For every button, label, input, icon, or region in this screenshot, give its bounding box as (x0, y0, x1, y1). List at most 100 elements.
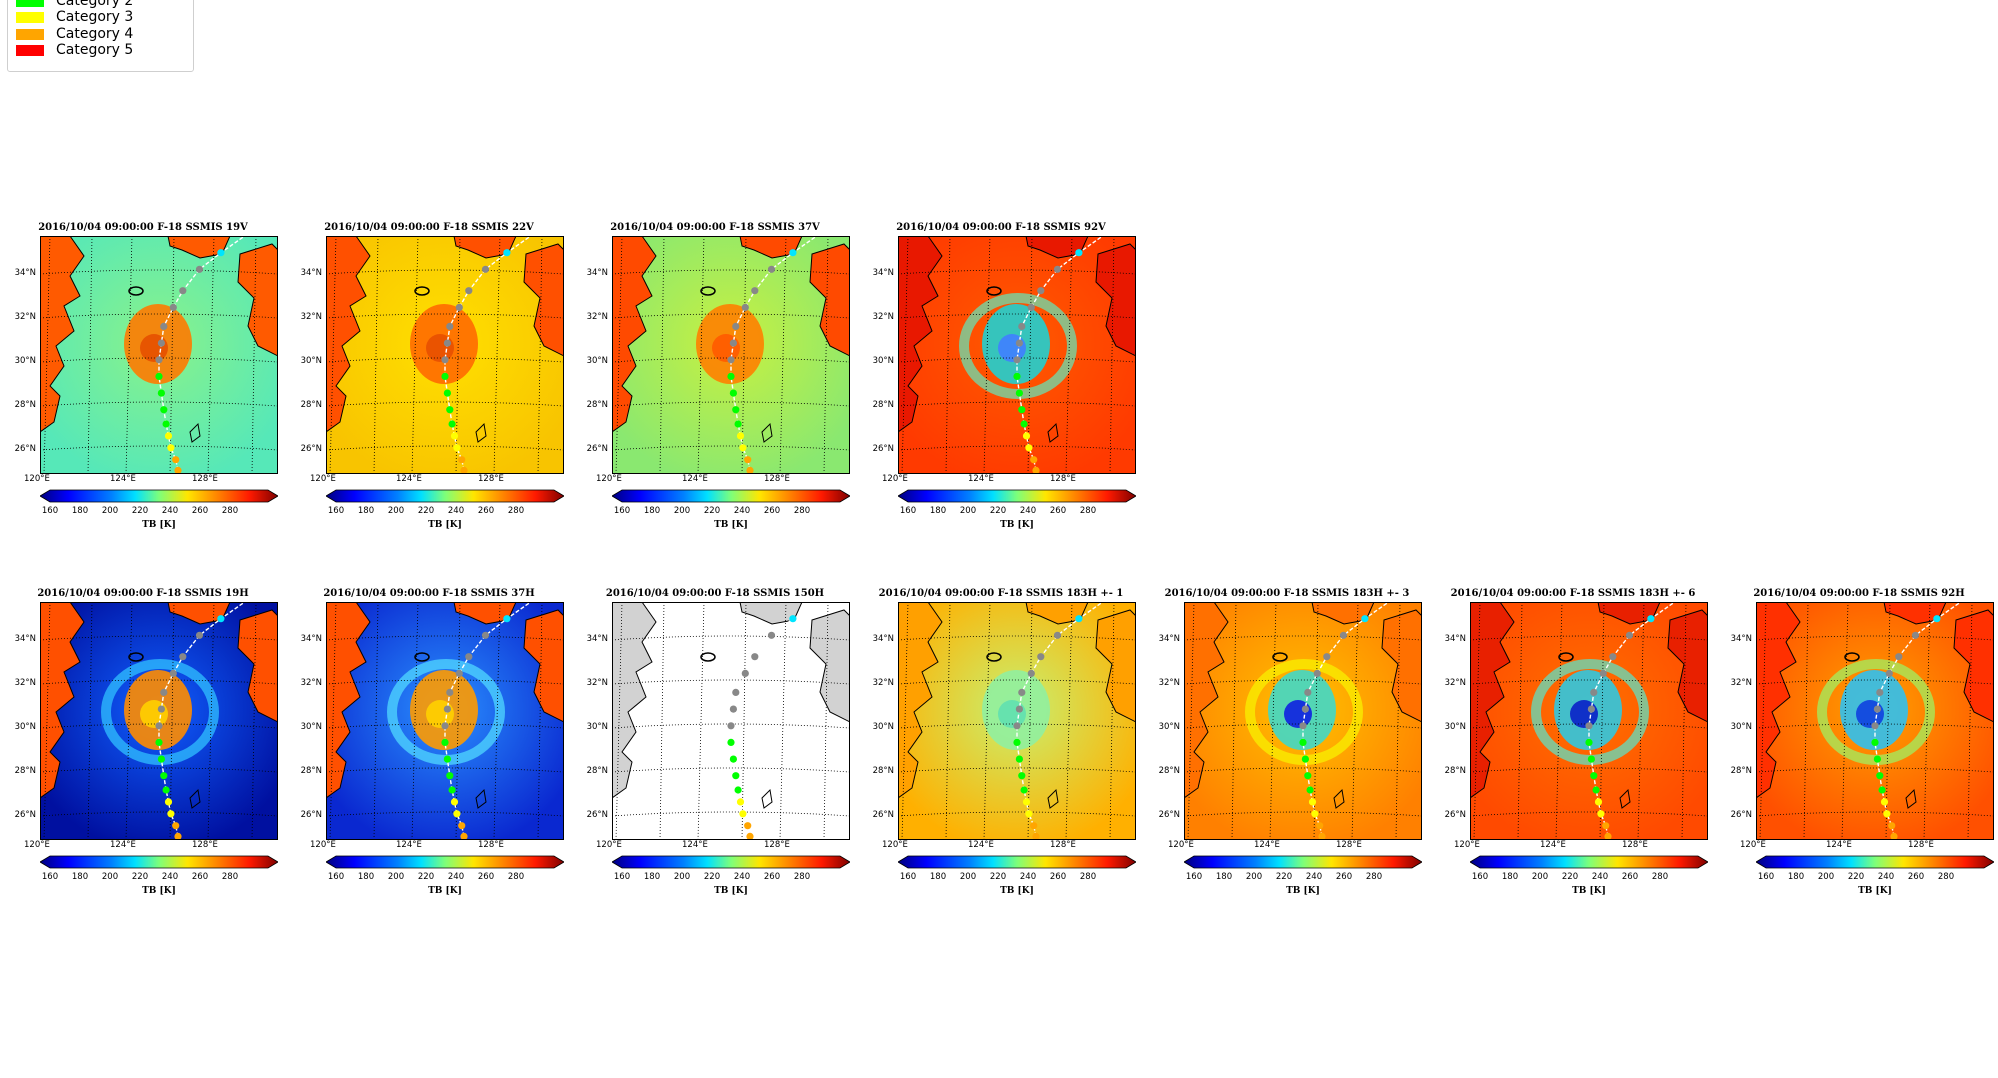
legend-label-category-2: Category 2 (56, 0, 134, 9)
track-point (736, 798, 745, 806)
track-point (453, 444, 461, 452)
map-panel: 2016/10/04 09:00:00 F-18 SSMIS 37V 34°N 32… (572, 222, 858, 542)
colorbar-tick-label: 220 (131, 872, 149, 882)
colorbar-tick-label: 180 (357, 872, 375, 882)
colorbar-tick-label: 180 (1787, 872, 1805, 882)
panel-title: 2016/10/04 09:00:00 F-18 SSMIS 22V (324, 222, 534, 233)
track-point (1933, 615, 1941, 623)
longitude-tick-label: 124°E (682, 840, 708, 850)
brightness-temperature-map (326, 602, 564, 840)
colorbar-tick-label: 240 (1019, 872, 1037, 882)
latitude-tick-label: 30°N (1158, 722, 1180, 732)
track-point (167, 810, 175, 818)
track-point (155, 356, 163, 364)
track-point (1597, 810, 1605, 818)
track-point (157, 389, 165, 397)
track-point (446, 322, 454, 330)
latitude-tick-label: 28°N (586, 400, 608, 410)
colorbar-tick-label: 280 (793, 506, 811, 516)
longitude-tick-label: 128°E (764, 474, 790, 484)
longitude-tick-label: 128°E (1050, 840, 1076, 850)
track-point (481, 631, 490, 639)
legend-swatch-category-4 (16, 28, 44, 40)
panel-title: 2016/10/04 09:00:00 F-18 SSMIS 183H +- 6 (1450, 588, 1696, 599)
track-point (155, 738, 163, 746)
track-point (1304, 688, 1312, 696)
track-point (734, 420, 742, 428)
latitude-tick-label: 34°N (1444, 634, 1466, 644)
colorbar-tick-label: 240 (1305, 872, 1323, 882)
track-point (1625, 631, 1634, 639)
colorbar-label: TB [K] (1000, 886, 1034, 896)
latitude-tick-label: 28°N (1730, 766, 1752, 776)
track-point (746, 466, 754, 474)
colorbar-label: TB [K] (1000, 520, 1034, 530)
map-panel: 2016/10/04 09:00:00 F-18 SSMIS 183H +- 1… (858, 588, 1144, 908)
track-point (157, 339, 165, 347)
colorbar-label: TB [K] (142, 886, 176, 896)
longitude-tick-label: 120°E (882, 474, 908, 484)
longitude-tick-label: 120°E (1168, 840, 1194, 850)
latitude-tick-label: 26°N (1444, 810, 1466, 820)
track-point (727, 356, 735, 364)
track-point (1301, 705, 1309, 713)
track-point (1053, 631, 1062, 639)
longitude-tick-label: 128°E (478, 840, 504, 850)
track-point (446, 772, 454, 780)
track-point (1015, 755, 1023, 763)
latitude-tick-label: 30°N (14, 722, 36, 732)
latitude-tick-label: 26°N (586, 444, 608, 454)
track-point (1911, 631, 1920, 639)
colorbar (1184, 855, 1422, 869)
latitude-tick-label: 26°N (1158, 810, 1180, 820)
colorbar-tick-label: 260 (763, 506, 781, 516)
panel-title: 2016/10/04 09:00:00 F-18 SSMIS 92V (896, 222, 1106, 233)
track-point (1030, 822, 1038, 830)
latitude-tick-label: 32°N (14, 312, 36, 322)
legend-item-category-4: Category 4 (16, 24, 133, 44)
longitude-tick-label: 124°E (682, 474, 708, 484)
longitude-tick-label: 120°E (882, 840, 908, 850)
track-point (741, 303, 749, 311)
longitude-tick-label: 120°E (596, 474, 622, 484)
longitude-tick-label: 120°E (310, 474, 336, 484)
track-point (744, 456, 752, 464)
track-point (167, 444, 175, 452)
colorbar-tick-label: 240 (1591, 872, 1609, 882)
colorbar-tick-label: 160 (41, 872, 59, 882)
colorbar-label: TB [K] (428, 886, 462, 896)
longitude-tick-label: 120°E (24, 840, 50, 850)
track-point (732, 688, 740, 696)
track-point (1022, 798, 1031, 806)
colorbar-tick-label: 200 (101, 872, 119, 882)
latitude-tick-label: 30°N (586, 356, 608, 366)
track-point (1873, 755, 1881, 763)
latitude-tick-label: 28°N (300, 766, 322, 776)
track-point (450, 798, 459, 806)
colorbar-tick-label: 220 (417, 506, 435, 516)
track-point (465, 287, 473, 295)
track-point (1361, 615, 1369, 623)
track-point (441, 372, 449, 380)
track-point (1585, 738, 1593, 746)
track-point (751, 287, 759, 295)
track-point (179, 287, 187, 295)
legend-item-category-2: Category 2 (16, 0, 133, 11)
colorbar-tick-label: 280 (1937, 872, 1955, 882)
latitude-tick-label: 26°N (1730, 810, 1752, 820)
longitude-tick-label: 120°E (1740, 840, 1766, 850)
track-point (789, 249, 797, 257)
track-point (767, 631, 776, 639)
track-point (1299, 722, 1307, 730)
track-point (1030, 456, 1038, 464)
track-point (1602, 822, 1610, 830)
longitude-tick-label: 120°E (310, 840, 336, 850)
track-point (1027, 669, 1035, 677)
longitude-tick-label: 124°E (968, 840, 994, 850)
track-point (448, 420, 456, 428)
track-point (1013, 356, 1021, 364)
track-point (727, 372, 735, 380)
track-point (169, 303, 177, 311)
colorbar-tick-label: 280 (507, 872, 525, 882)
colorbar-label: TB [K] (1572, 886, 1606, 896)
